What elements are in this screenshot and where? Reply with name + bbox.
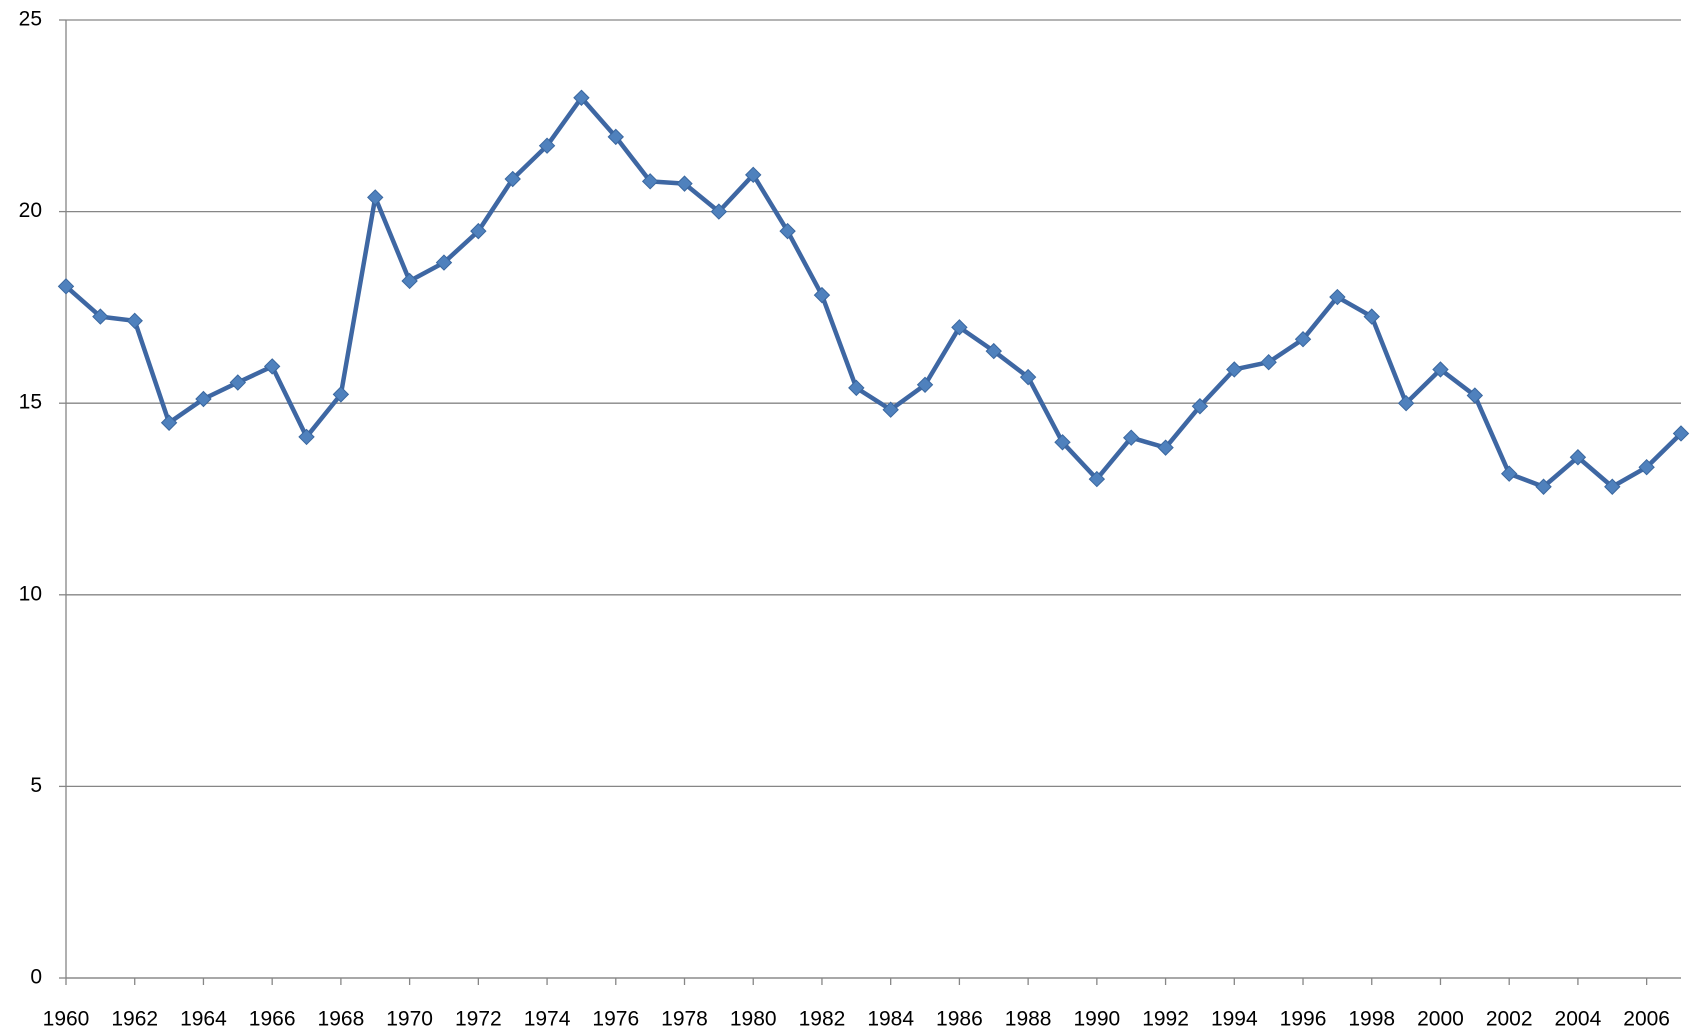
x-tick-label: 1984	[867, 1008, 914, 1031]
marker	[1466, 387, 1484, 404]
marker	[573, 89, 590, 106]
marker	[882, 401, 899, 418]
marker	[1019, 368, 1037, 386]
marker	[1294, 330, 1312, 348]
marker	[367, 189, 384, 206]
marker	[1363, 308, 1380, 325]
y-tick-label: 0	[30, 966, 42, 989]
marker	[710, 203, 728, 220]
y-tick-label: 5	[30, 774, 42, 797]
marker	[1535, 478, 1552, 495]
y-tick-label: 10	[19, 582, 42, 605]
x-tick-label: 1976	[592, 1008, 639, 1031]
marker	[401, 272, 418, 290]
x-tick-label: 1990	[1073, 1008, 1120, 1031]
marker	[332, 386, 350, 403]
x-tick-label: 2006	[1623, 1008, 1670, 1031]
x-tick-label: 1962	[111, 1008, 158, 1031]
marker	[57, 278, 75, 295]
marker	[160, 414, 178, 431]
marker	[1329, 288, 1346, 306]
x-tick-label: 2004	[1555, 1008, 1602, 1031]
marker	[1157, 439, 1174, 456]
y-tick-label: 25	[19, 8, 42, 31]
marker	[813, 286, 831, 304]
marker	[1432, 361, 1449, 378]
marker	[263, 358, 281, 375]
x-tick-label: 1994	[1211, 1008, 1258, 1031]
x-tick-label: 1974	[524, 1008, 571, 1031]
x-tick-label: 1960	[43, 1008, 90, 1031]
marker	[470, 222, 487, 240]
line	[64, 95, 1683, 489]
marker	[1054, 434, 1071, 451]
marker	[229, 374, 247, 391]
marker	[195, 390, 212, 408]
marker	[607, 128, 624, 146]
x-tick-label: 2002	[1486, 1008, 1533, 1031]
y-tick-label: 20	[19, 199, 42, 222]
x-tick-label: 1968	[318, 1008, 365, 1031]
x-tick-label: 1996	[1280, 1008, 1327, 1031]
marker	[1672, 425, 1690, 442]
marker	[916, 376, 934, 394]
x-tick-label: 1988	[1005, 1008, 1052, 1031]
x-tick-label: 1970	[386, 1008, 433, 1031]
marker	[1638, 458, 1655, 476]
x-tick-label: 1992	[1142, 1008, 1189, 1031]
marker	[1500, 465, 1518, 482]
x-tick-label: 1980	[730, 1008, 777, 1031]
marker	[779, 222, 796, 240]
marker	[92, 308, 109, 325]
marker	[745, 166, 762, 184]
marker	[951, 319, 968, 336]
marker	[1569, 449, 1587, 466]
marker	[126, 312, 143, 330]
marker	[676, 175, 693, 192]
x-tick-label: 1986	[936, 1008, 983, 1031]
marker	[641, 173, 659, 190]
y-tick-label: 15	[19, 391, 42, 414]
marker	[1226, 361, 1243, 378]
x-tick-label: 1966	[249, 1008, 296, 1031]
marker	[1604, 478, 1621, 495]
x-tick-label: 1964	[180, 1008, 227, 1031]
marker	[1088, 470, 1106, 488]
marker	[848, 379, 865, 397]
marker	[504, 170, 521, 188]
marker	[985, 342, 1002, 360]
marker	[538, 137, 556, 154]
x-tick-label: 1998	[1348, 1008, 1395, 1031]
marker	[298, 428, 315, 446]
x-tick-label: 1982	[799, 1008, 846, 1031]
marker	[435, 254, 453, 271]
x-tick-label: 1972	[455, 1008, 502, 1031]
marker	[1397, 394, 1415, 412]
x-tick-label: 2000	[1417, 1008, 1464, 1031]
marker	[1260, 353, 1277, 371]
marker	[1191, 398, 1209, 415]
x-tick-label: 1978	[661, 1008, 708, 1031]
marker	[1123, 429, 1140, 446]
